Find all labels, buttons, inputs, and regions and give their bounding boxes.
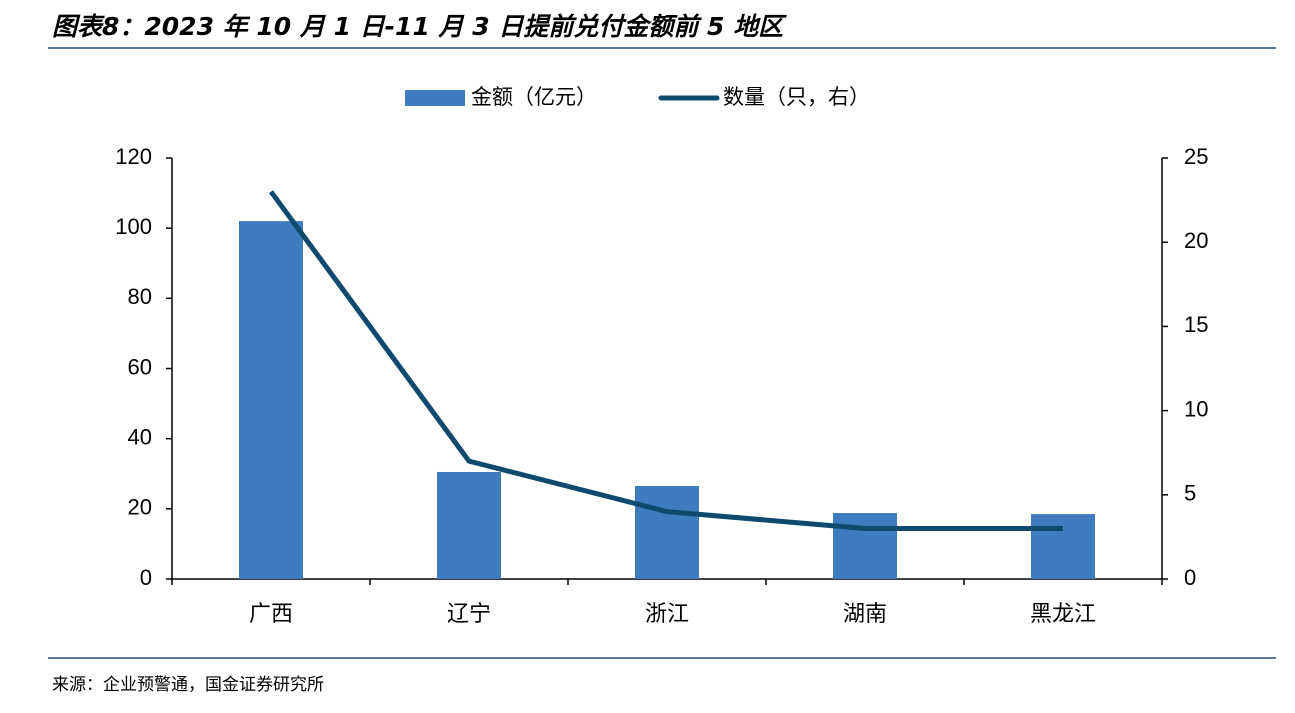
- legend-label: 金额（亿元）: [471, 85, 597, 109]
- y2-tick-label: 15: [1184, 312, 1208, 337]
- y-tick-label: 100: [115, 214, 152, 239]
- y-tick-label: 0: [140, 565, 152, 590]
- y-tick-label: 120: [115, 144, 152, 169]
- bar: [833, 513, 897, 579]
- chart-title: 图表8：2023 年 10 月 1 日-11 月 3 日提前兑付金额前 5 地区: [52, 12, 787, 41]
- legend-swatch: [405, 90, 465, 106]
- y-tick-label: 60: [128, 354, 152, 379]
- bar: [1031, 514, 1095, 579]
- x-tick-label: 广西: [249, 602, 293, 627]
- legend-label: 数量（只，右）: [723, 85, 870, 109]
- y2-tick-label: 10: [1184, 396, 1208, 421]
- y2-tick-label: 0: [1184, 565, 1196, 590]
- y2-tick-label: 20: [1184, 228, 1208, 253]
- y2-tick-label: 5: [1184, 481, 1196, 506]
- y-tick-label: 20: [128, 495, 152, 520]
- y-tick-label: 80: [128, 284, 152, 309]
- y-tick-label: 40: [128, 424, 152, 449]
- x-tick-label: 辽宁: [447, 602, 491, 627]
- x-tick-label: 浙江: [645, 602, 689, 627]
- x-tick-label: 湖南: [843, 602, 887, 627]
- x-tick-label: 黑龙江: [1030, 602, 1096, 627]
- line: [268, 190, 1063, 531]
- bar: [437, 471, 501, 579]
- y2-tick-label: 25: [1184, 144, 1208, 169]
- bar: [635, 486, 699, 579]
- bar: [239, 221, 303, 579]
- source: 来源：企业预警通，国金证券研究所: [52, 675, 324, 695]
